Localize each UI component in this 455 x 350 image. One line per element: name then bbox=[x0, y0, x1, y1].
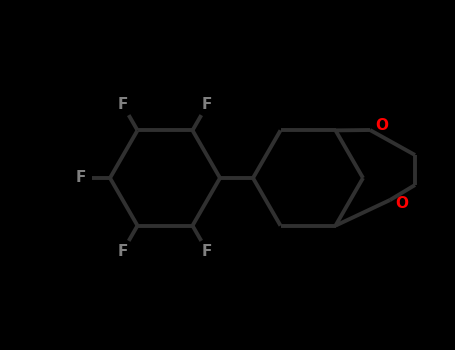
Text: O: O bbox=[375, 119, 388, 133]
Text: F: F bbox=[202, 244, 212, 259]
Text: F: F bbox=[117, 244, 128, 259]
Text: O: O bbox=[395, 196, 408, 211]
Text: F: F bbox=[202, 97, 212, 112]
Text: F: F bbox=[75, 170, 86, 186]
Text: F: F bbox=[117, 97, 128, 112]
